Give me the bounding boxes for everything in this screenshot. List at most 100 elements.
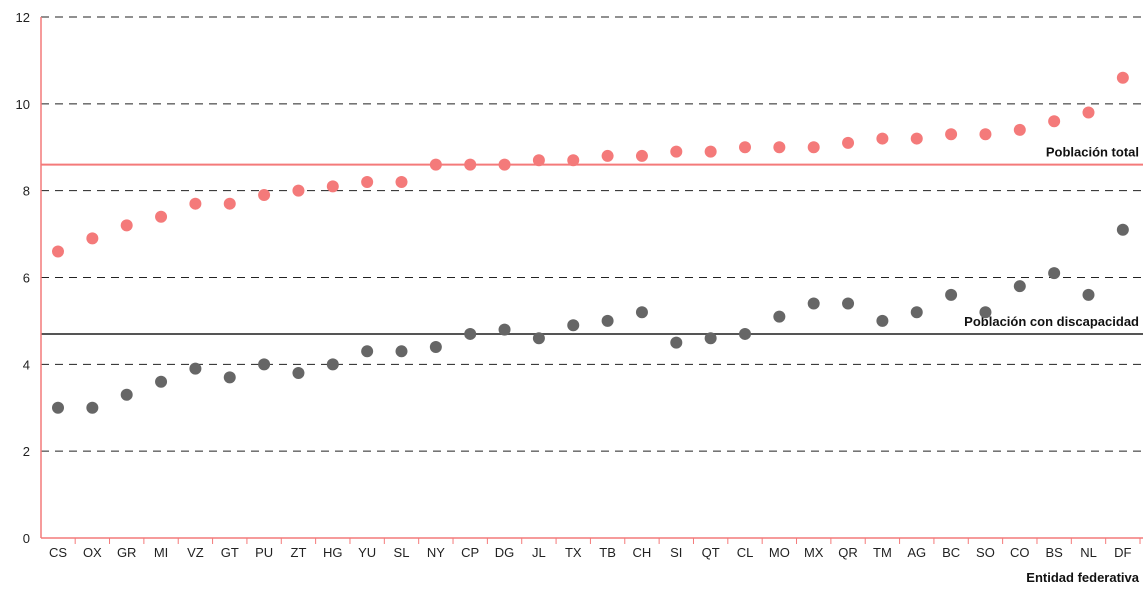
- point-s1-vz: [189, 362, 202, 375]
- x-tick-label-bc: BC: [942, 545, 960, 560]
- x-tick-label-ag: AG: [907, 545, 926, 560]
- point-s1-qr: [842, 297, 855, 310]
- x-tick-label-pu: PU: [255, 545, 273, 560]
- point-s0-cl: [739, 141, 751, 154]
- point-s0-sl: [395, 175, 408, 188]
- point-s0-yu: [361, 175, 374, 188]
- y-tick-label-4: 8: [23, 184, 30, 199]
- point-s1-so: [979, 306, 992, 319]
- point-s0-so: [979, 128, 992, 141]
- y-tick-label-2: 4: [23, 357, 30, 372]
- grid-layer: [41, 16, 1143, 452]
- x-tick-label-mx: MX: [804, 545, 824, 560]
- point-s0-cp: [464, 158, 477, 171]
- point-s0-cs: [52, 245, 64, 258]
- point-s1-gt: [223, 371, 236, 384]
- point-s0-dg: [498, 158, 511, 171]
- x-tick-label-tx: TX: [565, 545, 582, 560]
- x-tick-label-df: DF: [1114, 545, 1131, 560]
- point-s1-pu: [258, 358, 271, 371]
- x-tick-label-hg: HG: [323, 545, 343, 560]
- point-s0-co: [1013, 123, 1026, 136]
- point-s1-tx: [567, 319, 580, 332]
- x-tick-label-jl: JL: [532, 545, 546, 560]
- point-s0-pu: [258, 189, 271, 202]
- point-s1-gr: [120, 388, 133, 401]
- x-tick-label-tm: TM: [873, 545, 892, 560]
- point-s0-tx: [567, 154, 580, 167]
- point-s1-ox: [86, 401, 99, 414]
- point-s1-mx: [807, 297, 820, 310]
- point-s1-tm: [876, 314, 889, 327]
- point-s0-qt: [704, 145, 717, 158]
- point-s0-jl: [532, 154, 545, 167]
- point-s1-bc: [945, 288, 958, 301]
- x-tick-label-cl: CL: [737, 545, 754, 560]
- reference-line-label-1: Población con discapacidad: [964, 314, 1139, 329]
- x-tick-label-ny: NY: [427, 545, 445, 560]
- x-tick-label-mi: MI: [154, 545, 168, 560]
- point-s0-df: [1116, 71, 1129, 84]
- point-s1-si: [670, 336, 683, 349]
- x-tick-label-mo: MO: [769, 545, 790, 560]
- x-tick-label-bs: BS: [1045, 545, 1063, 560]
- point-s0-ch: [635, 149, 648, 162]
- reference-lines: Población total Población con discapacida…: [41, 145, 1143, 335]
- point-s1-sl: [395, 345, 408, 358]
- point-s1-qt: [704, 332, 717, 345]
- point-s0-gt: [223, 197, 236, 210]
- x-tick-label-so: SO: [976, 545, 995, 560]
- point-s1-cp: [464, 327, 477, 340]
- x-tick-label-sl: SL: [394, 545, 410, 560]
- point-s1-tb: [601, 314, 614, 327]
- point-s1-ny: [429, 340, 442, 353]
- point-s0-vz: [189, 197, 202, 210]
- y-tick-label-3: 6: [23, 271, 30, 286]
- x-tick-label-co: CO: [1010, 545, 1030, 560]
- y-tick-label-5: 10: [16, 97, 30, 112]
- point-s1-df: [1116, 223, 1129, 236]
- point-s0-hg: [326, 180, 339, 193]
- point-s0-gr: [120, 219, 133, 232]
- point-s1-bs: [1048, 267, 1061, 280]
- point-s0-mo: [773, 141, 786, 154]
- point-s1-dg: [498, 323, 511, 336]
- point-s0-ox: [86, 232, 99, 245]
- x-tick-label-yu: YU: [358, 545, 376, 560]
- x-tick-label-tb: TB: [599, 545, 616, 560]
- y-tick-label-6: 12: [16, 10, 30, 25]
- point-s0-qr: [842, 136, 855, 149]
- x-tick-label-qt: QT: [702, 545, 720, 560]
- x-axis-title: Entidad federativa: [1026, 570, 1139, 585]
- axes: 0 2 4 6 8 10 12 CS OX GR MI VZ GT PU ZT HG YU SL NY CP DG JL T…: [16, 10, 1143, 560]
- x-tick-label-ox: OX: [83, 545, 102, 560]
- point-s0-nl: [1082, 106, 1095, 119]
- point-s1-ag: [910, 306, 923, 319]
- point-s1-cl: [739, 327, 751, 340]
- point-s1-mi: [155, 375, 168, 388]
- reference-line-label-0: Población total: [1046, 145, 1139, 160]
- point-s0-tm: [876, 132, 889, 145]
- point-s0-si: [670, 145, 683, 158]
- y-tick-label-1: 2: [23, 444, 30, 459]
- x-tick-label-dg: DG: [495, 545, 515, 560]
- x-tick-label-cs: CS: [49, 545, 67, 560]
- x-tick-label-qr: QR: [838, 545, 858, 560]
- point-s0-ag: [910, 132, 923, 145]
- point-s0-tb: [601, 149, 614, 162]
- point-s0-ny: [429, 158, 442, 171]
- point-s1-jl: [532, 332, 545, 345]
- y-tick-label-0: 0: [23, 531, 30, 546]
- point-s0-bc: [945, 128, 958, 141]
- point-s0-zt: [292, 184, 305, 197]
- x-tick-label-zt: ZT: [291, 545, 307, 560]
- point-s0-mi: [155, 210, 168, 223]
- x-tick-label-si: SI: [670, 545, 682, 560]
- point-s1-zt: [292, 367, 305, 380]
- x-tick-label-gr: GR: [117, 545, 137, 560]
- x-tick-label-cp: CP: [461, 545, 479, 560]
- point-s1-cs: [52, 401, 64, 414]
- point-s1-nl: [1082, 288, 1095, 301]
